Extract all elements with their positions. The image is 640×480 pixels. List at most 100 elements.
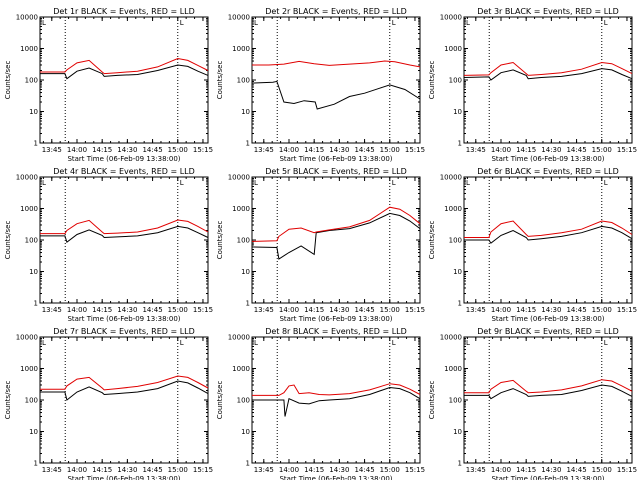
x-tick-label: 14:45 bbox=[142, 146, 162, 154]
x-tick-label: 14:30 bbox=[329, 306, 349, 314]
panel-title: Det 1r BLACK = Events, RED = LLD bbox=[53, 7, 195, 16]
y-tick-label: 1000 bbox=[232, 365, 250, 373]
y-tick-label: 1000 bbox=[20, 205, 38, 213]
corner-marker: L bbox=[466, 339, 470, 347]
events-series-line bbox=[40, 64, 209, 80]
x-tick-label: 14:30 bbox=[541, 146, 561, 154]
y-tick-label: 100 bbox=[25, 77, 38, 85]
x-tick-label: 14:15 bbox=[516, 146, 536, 154]
panel-title: Det 6r BLACK = Events, RED = LLD bbox=[477, 167, 619, 176]
x-axis-label: Start Time (06-Feb-09 13:38:00) bbox=[491, 155, 604, 163]
panel-title: Det 7r BLACK = Events, RED = LLD bbox=[53, 327, 195, 336]
y-axis-label: Counts/sec bbox=[216, 221, 224, 260]
corner-marker: L bbox=[180, 179, 184, 187]
y-tick-label: 100 bbox=[449, 77, 462, 85]
x-tick-label: 15:00 bbox=[592, 466, 612, 474]
x-tick-label: 14:15 bbox=[92, 466, 112, 474]
y-tick-label: 10 bbox=[241, 428, 250, 436]
y-tick-label: 100 bbox=[237, 237, 250, 245]
y-tick-label: 100 bbox=[237, 397, 250, 405]
lld-series-line bbox=[463, 61, 633, 76]
x-tick-label: 14:45 bbox=[354, 466, 374, 474]
x-tick-label: 14:30 bbox=[117, 146, 137, 154]
y-axis-label: Counts/sec bbox=[428, 221, 436, 260]
y-tick-label: 1000 bbox=[20, 45, 38, 53]
detector-panel-1: Det 1r BLACK = Events, RED = LLD L L 1 10 100… bbox=[4, 7, 213, 163]
x-tick-label: 14:00 bbox=[491, 306, 511, 314]
x-tick-label: 13:45 bbox=[254, 146, 274, 154]
x-tick-label: 13:45 bbox=[254, 306, 274, 314]
lld-series-line bbox=[464, 220, 633, 238]
x-tick-label: 13:45 bbox=[466, 146, 486, 154]
events-series-line bbox=[40, 225, 209, 244]
y-tick-label: 100 bbox=[237, 77, 250, 85]
y-tick-label: 1 bbox=[34, 140, 38, 148]
x-axis-label: Start Time (06-Feb-09 13:38:00) bbox=[67, 315, 180, 323]
y-tick-label: 10000 bbox=[440, 174, 462, 182]
y-tick-label: 10 bbox=[453, 108, 462, 116]
corner-marker: L bbox=[180, 339, 184, 347]
corner-marker: L bbox=[466, 179, 470, 187]
y-tick-label: 1000 bbox=[20, 365, 38, 373]
panel-title: Det 4r BLACK = Events, RED = LLD bbox=[53, 167, 195, 176]
y-tick-label: 10000 bbox=[16, 14, 38, 22]
y-tick-label: 10 bbox=[241, 268, 250, 276]
x-tick-label: 15:00 bbox=[168, 306, 188, 314]
detector-panel-2: Det 2r BLACK = Events, RED = LLD L L 1 10 100… bbox=[216, 7, 425, 163]
x-tick-label: 14:45 bbox=[354, 306, 374, 314]
y-axis-label: Counts/sec bbox=[216, 61, 224, 100]
y-axis-label: Counts/sec bbox=[4, 221, 12, 260]
x-tick-label: 14:30 bbox=[329, 146, 349, 154]
y-tick-label: 100 bbox=[449, 397, 462, 405]
x-tick-label: 14:15 bbox=[516, 466, 536, 474]
y-axis-label: Counts/sec bbox=[4, 61, 12, 100]
x-tick-label: 15:15 bbox=[405, 466, 425, 474]
x-tick-label: 14:30 bbox=[117, 466, 137, 474]
x-axis-label: Start Time (06-Feb-09 13:38:00) bbox=[67, 475, 180, 480]
x-tick-label: 14:00 bbox=[491, 146, 511, 154]
x-tick-label: 15:15 bbox=[617, 466, 637, 474]
panel-title: Det 8r BLACK = Events, RED = LLD bbox=[265, 327, 407, 336]
corner-marker: L bbox=[42, 19, 46, 27]
x-axis-label: Start Time (06-Feb-09 13:38:00) bbox=[491, 475, 604, 480]
y-tick-label: 1 bbox=[458, 140, 462, 148]
events-series-line bbox=[251, 212, 421, 260]
x-tick-label: 15:00 bbox=[380, 466, 400, 474]
y-tick-label: 10000 bbox=[16, 334, 38, 342]
y-tick-label: 10 bbox=[453, 268, 462, 276]
x-tick-label: 15:00 bbox=[380, 146, 400, 154]
x-tick-label: 15:15 bbox=[405, 146, 425, 154]
x-tick-label: 14:00 bbox=[67, 466, 87, 474]
y-tick-label: 10 bbox=[241, 108, 250, 116]
x-tick-label: 14:30 bbox=[329, 466, 349, 474]
x-tick-label: 13:45 bbox=[42, 146, 62, 154]
panel-title: Det 3r BLACK = Events, RED = LLD bbox=[477, 7, 619, 16]
y-tick-label: 10 bbox=[453, 428, 462, 436]
x-tick-label: 14:15 bbox=[304, 306, 324, 314]
y-tick-label: 1000 bbox=[232, 45, 250, 53]
x-tick-label: 14:00 bbox=[491, 466, 511, 474]
x-tick-label: 15:15 bbox=[193, 466, 213, 474]
lld-series-line bbox=[464, 379, 633, 394]
x-tick-label: 14:00 bbox=[279, 146, 299, 154]
x-tick-label: 14:45 bbox=[354, 146, 374, 154]
events-series-line bbox=[464, 225, 633, 244]
x-tick-label: 14:15 bbox=[92, 146, 112, 154]
x-axis-label: Start Time (06-Feb-09 13:38:00) bbox=[67, 155, 180, 163]
y-tick-label: 1 bbox=[458, 300, 462, 308]
y-tick-label: 10000 bbox=[228, 174, 250, 182]
corner-marker: L bbox=[466, 19, 470, 27]
x-tick-label: 15:15 bbox=[617, 306, 637, 314]
x-tick-label: 14:00 bbox=[67, 146, 87, 154]
x-tick-label: 14:45 bbox=[566, 146, 586, 154]
x-axis-label: Start Time (06-Feb-09 13:38:00) bbox=[279, 315, 392, 323]
detector-panel-3: Det 3r BLACK = Events, RED = LLD L L 1 10 100… bbox=[428, 7, 637, 163]
x-tick-label: 13:45 bbox=[466, 306, 486, 314]
x-tick-label: 15:15 bbox=[193, 306, 213, 314]
x-tick-label: 13:45 bbox=[254, 466, 274, 474]
x-tick-label: 14:00 bbox=[67, 306, 87, 314]
y-axis-label: Counts/sec bbox=[216, 381, 224, 420]
x-tick-label: 15:00 bbox=[168, 466, 188, 474]
corner-marker: L bbox=[392, 19, 396, 27]
